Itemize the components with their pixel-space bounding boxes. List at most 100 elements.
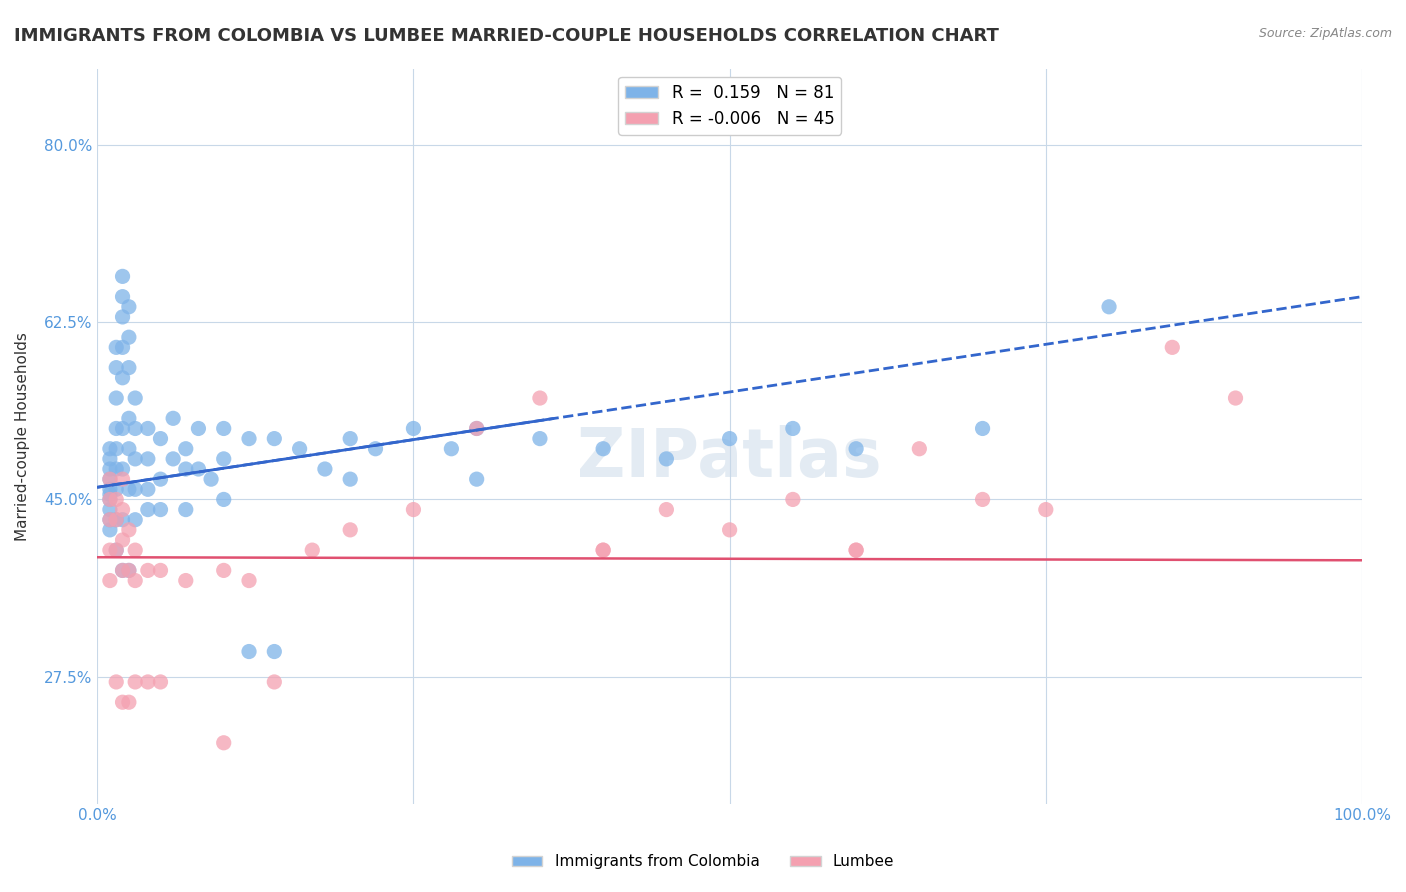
Point [529, 432, 551, 446]
Point [174, 462, 197, 476]
Point [98, 487, 121, 501]
Point [124, 391, 146, 405]
Legend: Immigrants from Colombia, Lumbee: Immigrants from Colombia, Lumbee [506, 848, 900, 875]
Point [98, 472, 121, 486]
Point [655, 451, 678, 466]
Point [98, 513, 121, 527]
Point [212, 736, 235, 750]
Point [111, 290, 134, 304]
Point [98, 513, 121, 527]
Point [111, 462, 134, 476]
Point [136, 451, 159, 466]
Point [105, 675, 128, 690]
Point [212, 451, 235, 466]
Point [105, 492, 128, 507]
Point [364, 442, 387, 456]
Point [592, 543, 614, 558]
Point [314, 462, 336, 476]
Point [105, 483, 128, 497]
Point [118, 330, 141, 344]
Point [118, 563, 141, 577]
Point [238, 432, 260, 446]
Point [111, 371, 134, 385]
Point [782, 421, 804, 435]
Point [1225, 391, 1247, 405]
Point [136, 675, 159, 690]
Point [105, 513, 128, 527]
Point [845, 442, 868, 456]
Point [149, 432, 172, 446]
Point [98, 543, 121, 558]
Point [111, 310, 134, 324]
Point [136, 483, 159, 497]
Legend: R =  0.159   N = 81, R = -0.006   N = 45: R = 0.159 N = 81, R = -0.006 N = 45 [619, 77, 841, 135]
Point [149, 675, 172, 690]
Point [301, 543, 323, 558]
Point [105, 421, 128, 435]
Point [124, 421, 146, 435]
Point [124, 451, 146, 466]
Point [124, 543, 146, 558]
Point [1035, 502, 1057, 516]
Point [136, 502, 159, 516]
Point [111, 563, 134, 577]
Point [98, 574, 121, 588]
Point [440, 442, 463, 456]
Point [263, 644, 285, 658]
Point [718, 523, 741, 537]
Point [105, 340, 128, 354]
Point [105, 543, 128, 558]
Point [118, 695, 141, 709]
Point [111, 421, 134, 435]
Point [105, 360, 128, 375]
Point [592, 543, 614, 558]
Point [187, 462, 209, 476]
Point [136, 421, 159, 435]
Point [98, 492, 121, 507]
Point [402, 502, 425, 516]
Point [98, 502, 121, 516]
Point [529, 391, 551, 405]
Point [212, 563, 235, 577]
Point [465, 421, 488, 435]
Point [111, 513, 134, 527]
Point [782, 492, 804, 507]
Point [592, 442, 614, 456]
Point [238, 644, 260, 658]
Point [263, 675, 285, 690]
Point [149, 502, 172, 516]
Point [972, 421, 994, 435]
Point [118, 442, 141, 456]
Point [124, 675, 146, 690]
Point [1161, 340, 1184, 354]
Point [149, 563, 172, 577]
Point [339, 472, 361, 486]
Point [162, 411, 184, 425]
Point [118, 411, 141, 425]
Y-axis label: Married-couple Households: Married-couple Households [15, 332, 30, 541]
Point [98, 451, 121, 466]
Point [288, 442, 311, 456]
Point [339, 523, 361, 537]
Point [105, 442, 128, 456]
Point [98, 523, 121, 537]
Point [718, 432, 741, 446]
Point [98, 462, 121, 476]
Point [263, 432, 285, 446]
Point [98, 472, 121, 486]
Point [187, 421, 209, 435]
Point [118, 300, 141, 314]
Point [465, 421, 488, 435]
Point [111, 502, 134, 516]
Point [124, 483, 146, 497]
Point [402, 421, 425, 435]
Text: Source: ZipAtlas.com: Source: ZipAtlas.com [1258, 27, 1392, 40]
Point [98, 483, 121, 497]
Point [149, 472, 172, 486]
Point [200, 472, 222, 486]
Point [98, 492, 121, 507]
Point [465, 472, 488, 486]
Point [111, 269, 134, 284]
Point [105, 462, 128, 476]
Point [98, 442, 121, 456]
